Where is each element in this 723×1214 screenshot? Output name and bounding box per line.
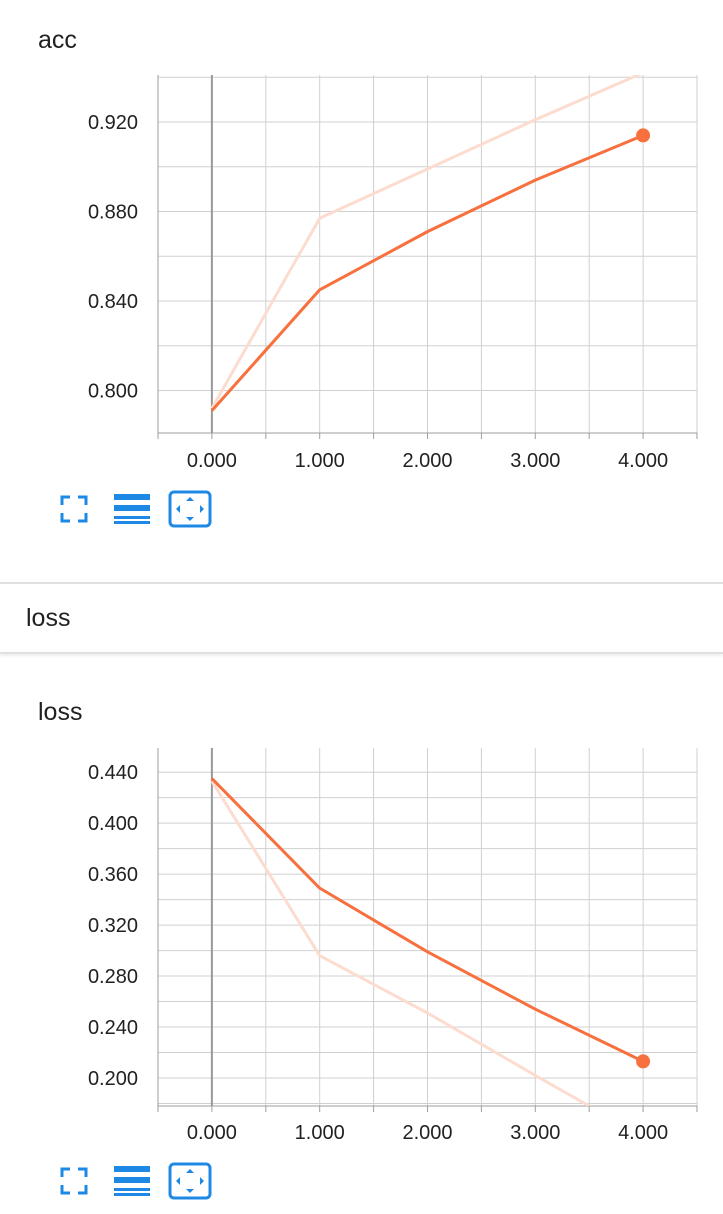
- loss-toolbar: [52, 1162, 226, 1200]
- section-header-loss[interactable]: loss: [0, 582, 723, 654]
- toggle-legend-button[interactable]: [110, 490, 154, 528]
- series-line-smoothed: [210, 777, 644, 1063]
- section-title: loss: [26, 604, 71, 632]
- list-icon: [114, 494, 150, 524]
- list-icon: [114, 1166, 150, 1196]
- fit-domain-icon: [168, 1162, 212, 1200]
- fit-domain-button[interactable]: [168, 1162, 212, 1200]
- fit-domain-button[interactable]: [168, 490, 212, 528]
- x-tick-label: 0.000: [187, 1122, 237, 1144]
- y-tick-label: 0.360: [88, 864, 138, 886]
- acc-toolbar: [52, 490, 226, 528]
- y-tick-label: 0.320: [88, 915, 138, 937]
- y-tick-label: 0.840: [88, 291, 138, 313]
- x-tick-label: 2.000: [402, 1122, 452, 1144]
- x-tick-label: 4.000: [618, 450, 668, 472]
- fullscreen-button[interactable]: [52, 490, 96, 528]
- series-line-raw: [210, 780, 590, 1106]
- loss-chart: 0.440 0.400 0.360 0.320 0.280 0.240 0.200 0.000…: [88, 748, 698, 1144]
- chart-title-loss: loss: [38, 698, 83, 726]
- y-tick-label: 0.280: [88, 966, 138, 988]
- toggle-legend-button[interactable]: [110, 1162, 154, 1200]
- y-tick-label: 0.200: [88, 1068, 138, 1090]
- x-tick-label: 3.000: [510, 450, 560, 472]
- y-tick-label: 0.240: [88, 1017, 138, 1039]
- y-tick-label: 0.920: [88, 112, 138, 134]
- y-tick-label: 0.800: [88, 380, 138, 402]
- y-tick-label: 0.400: [88, 813, 138, 835]
- fullscreen-button[interactable]: [52, 1162, 96, 1200]
- series-line-raw: [210, 75, 642, 410]
- fullscreen-icon: [60, 1167, 88, 1195]
- x-tick-label: 2.000: [402, 450, 452, 472]
- y-tick-label: 0.880: [88, 201, 138, 223]
- fit-domain-icon: [168, 490, 212, 528]
- chart-title-acc: acc: [38, 26, 77, 54]
- x-tick-label: 1.000: [295, 450, 345, 472]
- last-point-marker: [636, 128, 651, 143]
- fullscreen-icon: [60, 495, 88, 523]
- y-tick-label: 0.440: [88, 762, 138, 784]
- x-tick-label: 1.000: [295, 1122, 345, 1144]
- x-tick-label: 0.000: [187, 450, 237, 472]
- x-tick-label: 3.000: [510, 1122, 560, 1144]
- series-line-smoothed: [210, 134, 644, 412]
- x-tick-label: 4.000: [618, 1122, 668, 1144]
- last-point-marker: [636, 1054, 651, 1069]
- acc-chart: 0.920 0.880 0.840 0.800 0.000 1.000 2.000 3.000…: [88, 75, 698, 472]
